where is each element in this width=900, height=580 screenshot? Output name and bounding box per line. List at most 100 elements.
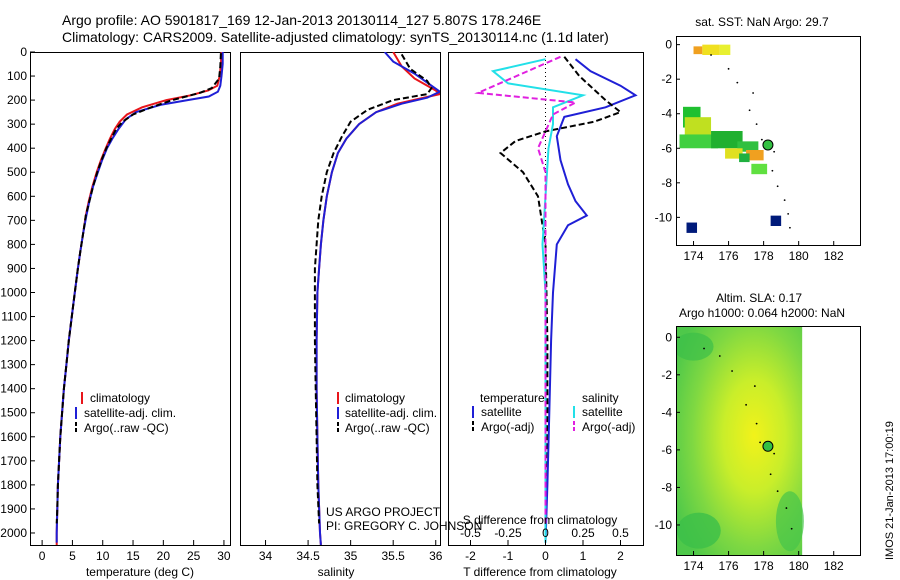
sst-cell <box>702 44 720 55</box>
temperature-tick-label: 0 <box>39 549 46 563</box>
s-difference-tick-label: 0 <box>542 526 549 540</box>
track-point <box>759 441 762 444</box>
t-difference-tick-labels: -2 -1 0 1 2 <box>465 540 624 563</box>
track-point <box>771 169 774 172</box>
depth-tick-label: 1500 <box>0 406 27 420</box>
salinity-tick-label: 36 <box>429 549 443 563</box>
salinity-axes <box>240 52 441 546</box>
sst-cell <box>746 150 764 161</box>
lat-tick-label: -2 <box>661 72 672 86</box>
temperature-axes <box>30 52 231 546</box>
series-argo-raw-qc <box>55 53 222 524</box>
sla-map-title-line1: Altim. SLA: 0.17 <box>716 291 802 305</box>
sla-map-title-line2: Argo h1000: 0.064 h2000: NaN <box>679 306 845 320</box>
track-point <box>753 385 756 387</box>
lat-tick-label: -6 <box>661 141 672 155</box>
series-satellite-adj-clim <box>55 52 224 543</box>
series-satellite-adj-clim <box>315 52 440 545</box>
depth-tick-label: 700 <box>7 213 27 227</box>
temperature-tick-label: 20 <box>157 549 171 563</box>
temperature-tick-label: 25 <box>187 549 201 563</box>
sst-map-axes <box>676 36 861 246</box>
land-mask <box>770 215 782 226</box>
track-point <box>787 213 790 215</box>
series-argo-raw-qc <box>313 53 433 524</box>
t-difference-tick-label: -2 <box>465 549 476 563</box>
lon-tick-label: 176 <box>719 249 739 263</box>
temperature-xlabel: temperature (deg C) <box>86 565 194 579</box>
depth-tick-label: 1100 <box>1 310 27 324</box>
t-difference-tick-label: 1 <box>580 549 587 563</box>
legend-title-temperature: temperature <box>480 391 545 405</box>
depth-tick-labels: 0 100 200 300 400 500 600 700 800 900 1000 1100 1200… <box>0 45 35 540</box>
depth-tick-label: 600 <box>7 189 27 203</box>
temperature-tick-label: 5 <box>69 549 76 563</box>
series-temperature-satellite <box>544 58 638 543</box>
lat-tick-label: -6 <box>661 443 672 457</box>
depth-tick-label: 1700 <box>0 454 27 468</box>
lon-tick-label: 174 <box>684 249 704 263</box>
track-point <box>776 185 779 188</box>
t-difference-tick-label: 0 <box>542 549 549 563</box>
lat-tick-label: -2 <box>661 368 672 382</box>
sla-map-axes <box>676 326 861 556</box>
series-climatology <box>315 52 440 545</box>
lon-tick-label: 178 <box>754 249 774 263</box>
legend-label-satellite: satellite-adj. clim. <box>345 406 437 420</box>
salinity-xlabel: salinity <box>318 565 355 579</box>
lat-tick-label: -8 <box>661 480 672 494</box>
series-temperature-argo-adj <box>498 56 623 524</box>
temperature-legend: climatology satellite-adj. clim. Argo(..… <box>75 391 176 435</box>
difference-legend: temperature salinity satellite Argo(-adj… <box>472 391 635 434</box>
figure-title-line1: Argo profile: AO 5901817_169 12-Jan-2013… <box>62 12 541 28</box>
sla-low-patch <box>676 332 714 361</box>
lon-tick-label: 182 <box>824 249 844 263</box>
sst-cell <box>719 44 731 55</box>
track-point <box>790 527 793 530</box>
salinity-series <box>313 52 440 545</box>
s-difference-tick-label: 0.5 <box>612 526 629 540</box>
sla-low-patch <box>676 512 721 549</box>
depth-tick-label: 1800 <box>0 478 27 492</box>
depth-tick-label: 0 <box>20 45 27 59</box>
sst-cell <box>725 148 743 159</box>
depth-tick-label: 2000 <box>0 526 27 540</box>
lon-tick-label: 180 <box>789 559 809 573</box>
legend-label-t-satellite: satellite <box>481 405 522 419</box>
depth-tick-label: 200 <box>7 93 27 107</box>
s-difference-tick-label: -0.25 <box>494 526 522 540</box>
s-difference-tick-label: 0.25 <box>571 526 595 540</box>
track-point <box>776 490 779 493</box>
track-point <box>718 355 721 357</box>
lat-tick-label: -8 <box>661 176 672 190</box>
depth-tick-label: 800 <box>7 237 27 251</box>
s-difference-xlabel: S difference from climatology <box>463 513 618 527</box>
track-point <box>727 67 730 70</box>
track-point <box>731 370 733 372</box>
imos-timestamp: IMOS 21-Jan-2013 17:00:19 <box>884 421 896 560</box>
t-difference-tick-label: -1 <box>503 549 514 563</box>
sst-cell <box>737 141 759 152</box>
t-difference-xlabel: T difference from climatology <box>463 565 617 579</box>
track-point <box>760 138 763 141</box>
legend-label-climatology: climatology <box>90 391 150 405</box>
legend-title-salinity: salinity <box>582 391 619 405</box>
sla-low-patch <box>775 491 804 552</box>
track-point <box>769 473 772 476</box>
depth-tick-label: 1400 <box>0 382 27 396</box>
sst-map-content <box>679 44 791 233</box>
track-point <box>748 109 751 112</box>
lat-tick-label: -10 <box>655 518 673 532</box>
depth-tick-label: 1600 <box>0 430 27 444</box>
depth-tick-label: 900 <box>7 261 27 275</box>
track-point <box>785 507 788 509</box>
sst-cell <box>693 46 703 55</box>
salinity-legend: climatology satellite-adj. clim. Argo(..… <box>337 391 437 435</box>
float-marker <box>762 139 774 151</box>
sst-map-title: sat. SST: NaN Argo: 29.7 <box>695 15 829 29</box>
legend-label-satellite: satellite-adj. clim. <box>84 406 176 420</box>
temperature-tick-labels: 0 5 10 15 20 25 30 <box>39 540 231 563</box>
sst-cell <box>679 134 719 149</box>
lon-tick-label: 178 <box>754 559 774 573</box>
